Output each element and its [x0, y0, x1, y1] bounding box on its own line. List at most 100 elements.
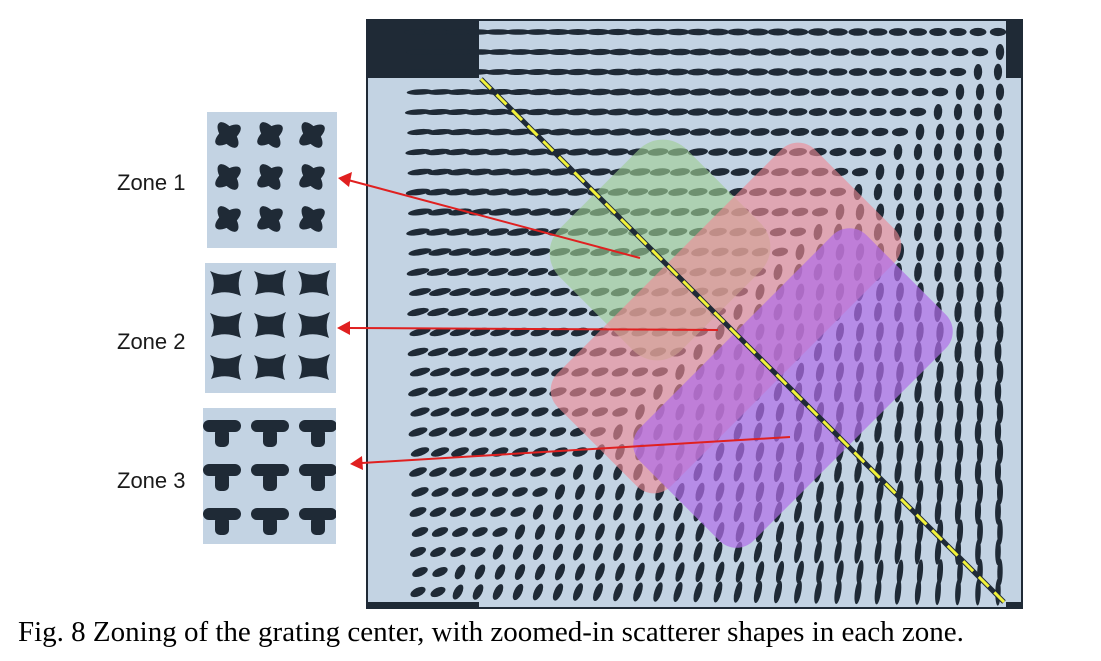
scatterer	[669, 128, 691, 136]
scatterer	[509, 248, 531, 256]
scatterer	[727, 68, 749, 76]
scatterer	[468, 248, 492, 256]
scatterer	[808, 108, 828, 116]
scatterer	[429, 507, 447, 517]
scatterer	[868, 28, 888, 36]
scatterer	[447, 89, 473, 95]
scatterer	[430, 447, 450, 457]
scatterer	[775, 560, 785, 584]
arrow-zone-2	[347, 327, 719, 331]
scatterer	[412, 566, 428, 578]
scatterer	[489, 248, 511, 256]
scatterer	[491, 487, 509, 497]
scatterer	[465, 148, 491, 156]
diagonal-dashed-line	[479, 77, 1006, 604]
scatterer	[586, 108, 610, 116]
scatterer	[814, 540, 822, 564]
scatterer	[410, 546, 426, 558]
scatterer	[850, 48, 870, 56]
scatterer	[727, 28, 749, 36]
scatterer	[408, 208, 432, 216]
scatterer	[713, 581, 723, 603]
scatterer	[532, 487, 548, 497]
scatterer	[548, 88, 572, 96]
scatterer	[829, 108, 847, 116]
corner-block-top-right	[1006, 20, 1022, 78]
scatterer	[454, 564, 466, 580]
scatterer	[488, 387, 508, 397]
scatterer	[896, 519, 904, 545]
scatterer	[755, 561, 765, 583]
scatterer	[490, 367, 510, 377]
scatterer	[429, 467, 447, 477]
inset-zone-3	[203, 408, 336, 544]
scatterer	[914, 420, 922, 444]
scatterer	[934, 539, 942, 565]
scatterer	[994, 420, 1002, 444]
scatterer	[530, 467, 546, 477]
scatterer	[507, 268, 529, 276]
scatterer	[430, 407, 450, 417]
scatterer	[994, 301, 1002, 323]
scatterer	[507, 49, 533, 55]
scatterer	[449, 288, 471, 296]
scatterer	[627, 108, 649, 116]
scatterer	[729, 88, 751, 96]
scatterer	[974, 459, 982, 485]
scatterer	[649, 128, 671, 136]
scatterer	[470, 407, 490, 417]
scatterer	[794, 501, 802, 523]
scatterer	[914, 262, 922, 282]
scatterer	[954, 341, 962, 363]
scatterer	[525, 29, 551, 35]
scatterer	[953, 103, 963, 121]
scatterer	[587, 148, 609, 156]
scatterer	[875, 163, 885, 181]
scatterer	[936, 282, 944, 302]
scatterer	[595, 563, 605, 581]
scatterer	[573, 464, 583, 480]
scatterer	[916, 559, 924, 585]
scatterer	[575, 484, 585, 500]
scatterer	[747, 28, 769, 36]
scatterer	[565, 28, 591, 36]
scatterer	[566, 148, 590, 156]
scatterer	[856, 480, 864, 504]
scatterer	[568, 307, 588, 317]
scatterer	[409, 507, 427, 517]
edge-block-bottom-left	[367, 602, 479, 608]
scatterer	[914, 222, 922, 242]
scatterer	[689, 48, 711, 56]
scatterer	[429, 288, 451, 296]
scatterer	[626, 28, 650, 36]
scatterer	[430, 547, 446, 557]
scatterer	[528, 307, 548, 317]
scatterer	[675, 562, 685, 582]
scatterer	[485, 108, 511, 116]
scatterer	[816, 481, 824, 503]
scatterer	[693, 581, 703, 603]
scatterer	[447, 307, 469, 317]
scatterer	[993, 103, 1003, 121]
scatterer	[695, 561, 705, 583]
scatterer	[487, 307, 509, 317]
scatterer	[424, 69, 452, 75]
scatterer	[470, 367, 490, 377]
scatterer	[426, 268, 450, 276]
scatterer	[856, 520, 864, 544]
scatterer	[407, 307, 429, 317]
scatterer	[526, 188, 550, 196]
scatterer-t-bar	[299, 420, 336, 432]
scatterer	[552, 543, 564, 561]
scatterer-t-stem	[215, 428, 229, 447]
scatterer	[894, 500, 902, 524]
edge-block-bottom-right	[1006, 602, 1022, 608]
scatterer-t-bar	[251, 420, 289, 432]
scatterer	[629, 128, 651, 136]
scatterer	[976, 281, 984, 303]
scatterer	[450, 407, 470, 417]
scatterer	[955, 578, 961, 606]
scatterer	[889, 107, 907, 117]
scatterer	[893, 144, 903, 160]
scatterer	[834, 500, 842, 524]
